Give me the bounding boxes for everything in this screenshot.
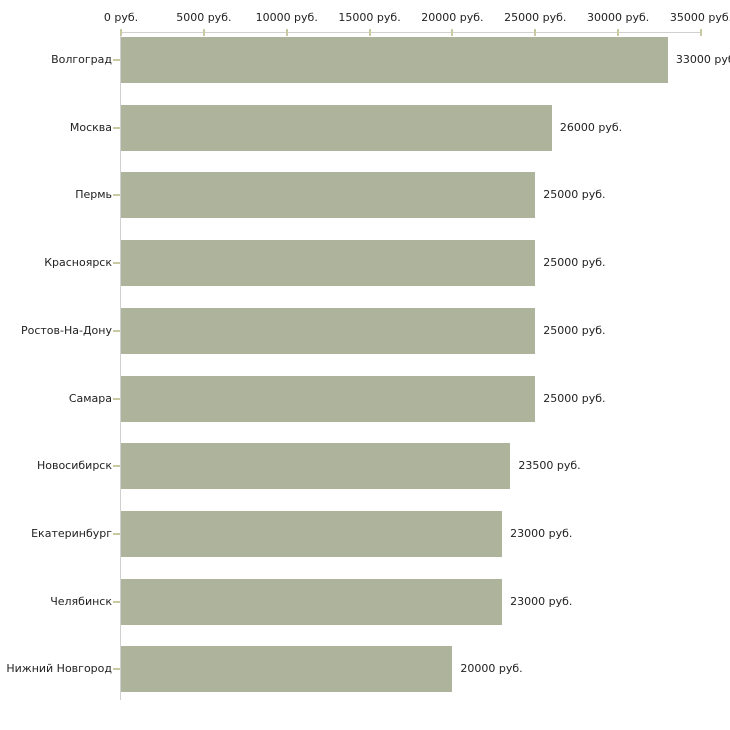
value-label: 26000 руб.: [559, 120, 623, 134]
y-axis-tick-mark: [113, 397, 120, 400]
value-label: 23000 руб.: [510, 594, 573, 608]
bar: [121, 375, 536, 422]
x-axis-tick-mark: [285, 29, 288, 36]
x-axis-tick-mark: [202, 29, 205, 36]
x-axis-tick-mark: [451, 29, 454, 36]
y-axis-line: [120, 32, 121, 700]
value-label: 25000 руб.: [543, 391, 606, 405]
x-axis-tick-label: 0 руб.: [103, 11, 139, 24]
value-label: 33000 руб: [675, 53, 730, 66]
y-axis-tick-mark: [113, 600, 120, 603]
bar: [121, 37, 668, 83]
x-axis-line: [121, 32, 702, 33]
x-axis-tick-label: 15000 руб.: [338, 11, 401, 24]
bar: [121, 646, 453, 693]
x-axis-tick-mark: [534, 29, 537, 36]
x-axis-tick-mark: [700, 29, 702, 36]
bar: [121, 104, 552, 151]
bar: [121, 240, 536, 287]
category-label: Новосибирск: [36, 459, 112, 473]
bar: [121, 510, 503, 557]
x-axis-tick-label: 10000 руб.: [255, 11, 318, 24]
value-label: 25000 руб.: [543, 256, 606, 270]
y-axis-tick-mark: [113, 194, 120, 197]
category-label: Ростов-На-Дону: [20, 323, 112, 337]
bar: [121, 578, 503, 625]
x-axis-tick-mark: [120, 29, 122, 36]
x-axis-tick-mark: [617, 29, 620, 36]
y-axis-tick-mark: [113, 59, 120, 61]
y-axis-tick-mark: [113, 668, 120, 671]
category-label: Пермь: [75, 188, 112, 202]
x-axis-tick-label: 20000 руб.: [421, 11, 484, 24]
x-axis-tick-label: 35000 руб.: [669, 11, 730, 24]
value-label: 25000 руб.: [543, 323, 606, 337]
category-label: Красноярск: [44, 256, 112, 270]
y-axis-tick-mark: [113, 465, 120, 468]
y-axis-tick-mark: [113, 329, 120, 332]
bar: [121, 172, 536, 219]
value-label: 25000 руб.: [543, 188, 606, 202]
bar: [121, 307, 536, 354]
x-axis-tick-mark: [368, 29, 371, 36]
y-axis-tick-mark: [113, 126, 120, 129]
x-axis-tick-label: 25000 руб.: [504, 11, 567, 24]
category-label: Самара: [68, 391, 112, 405]
category-label: Москва: [69, 120, 112, 134]
x-axis-tick-label: 30000 руб.: [587, 11, 650, 24]
x-axis-tick-label: 5000 руб.: [176, 11, 232, 24]
category-label: Нижний Новгород: [6, 662, 112, 676]
value-label: 20000 руб.: [460, 662, 523, 676]
bar: [121, 443, 511, 490]
y-axis-tick-mark: [113, 262, 120, 265]
y-axis-tick-mark: [113, 532, 120, 535]
value-label: 23000 руб.: [510, 526, 573, 540]
category-label: Екатеринбург: [31, 526, 112, 540]
category-label: Волгоград: [51, 53, 112, 66]
value-label: 23500 руб.: [518, 459, 581, 473]
category-label: Челябинск: [50, 594, 112, 608]
